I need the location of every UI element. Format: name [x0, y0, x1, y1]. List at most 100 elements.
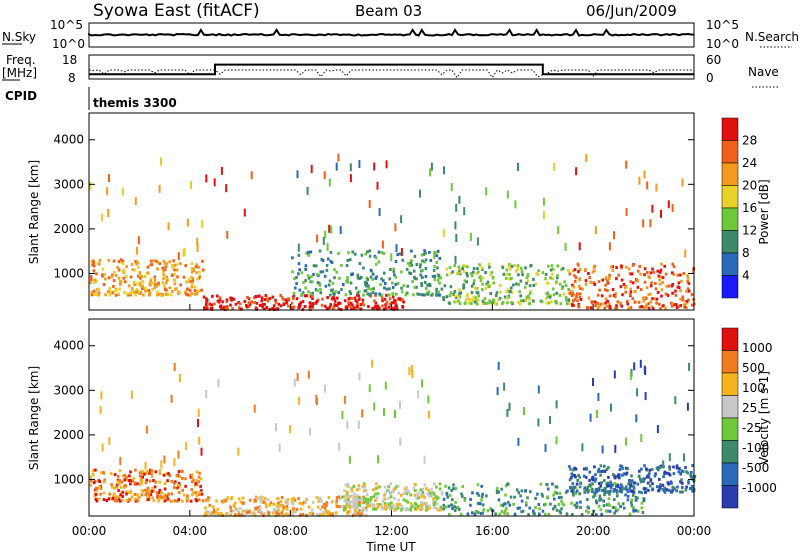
heatmap-cell	[391, 295, 395, 299]
heatmap-cell	[351, 505, 355, 508]
heatmap-cell	[577, 270, 580, 274]
heatmap-cell	[136, 260, 139, 264]
colorbar-tick-label: 1000	[742, 341, 773, 355]
heatmap-cell	[248, 302, 252, 306]
y-tick-label: 3000	[53, 177, 84, 191]
heatmap-cell	[650, 467, 654, 471]
heatmap-cell	[212, 505, 215, 509]
heatmap-cell	[378, 208, 381, 217]
heatmap-cell	[400, 493, 403, 497]
heatmap-cell	[552, 493, 555, 497]
heatmap-cell	[106, 187, 109, 196]
heatmap-cell	[140, 478, 143, 482]
heatmap-cell	[358, 262, 362, 265]
heatmap-cell	[525, 296, 529, 299]
heatmap-cell	[362, 495, 365, 499]
heatmap-cell	[182, 248, 185, 257]
heatmap-cell	[594, 226, 597, 235]
heatmap-cell	[253, 404, 256, 413]
heatmap-cell	[300, 271, 304, 275]
heatmap-cell	[546, 295, 549, 299]
heatmap-cell	[636, 509, 640, 513]
heatmap-cell	[355, 488, 359, 492]
heatmap-cell	[321, 297, 324, 301]
heatmap-cell	[197, 475, 201, 479]
heatmap-cell	[332, 305, 336, 309]
heatmap-cell	[240, 513, 243, 517]
heatmap-cell	[381, 240, 384, 249]
heatmap-cell	[437, 293, 441, 297]
heatmap-cell	[295, 275, 298, 279]
heatmap-cell	[110, 483, 113, 487]
heatmap-cell	[374, 256, 378, 260]
heatmap-cell	[528, 291, 532, 295]
heatmap-cell	[371, 507, 375, 511]
heatmap-cell	[681, 178, 684, 187]
heatmap-cell	[195, 292, 199, 296]
heatmap-cell	[195, 263, 198, 267]
colorbar-tick-label: 25	[742, 401, 757, 415]
heatmap-cell	[600, 294, 604, 298]
heatmap-cell	[657, 274, 661, 278]
heatmap-cell	[626, 490, 630, 493]
heatmap-cell	[639, 272, 642, 276]
heatmap-cell	[261, 303, 265, 306]
heatmap-cell	[184, 290, 188, 294]
heatmap-cell	[410, 364, 413, 373]
heatmap-cell	[559, 511, 562, 515]
heatmap-cell	[301, 513, 304, 517]
heatmap-cell	[161, 293, 165, 297]
cpid-label: CPID	[5, 89, 37, 103]
heatmap-cell	[488, 284, 492, 287]
heatmap-cell	[350, 273, 353, 277]
heatmap-cell	[197, 265, 201, 269]
heatmap-cell	[676, 485, 679, 489]
heatmap-cell	[405, 267, 409, 271]
heatmap-cell	[449, 291, 453, 295]
heatmap-cell	[135, 282, 138, 286]
heatmap-cell	[112, 486, 116, 490]
heatmap-cell	[176, 275, 179, 279]
heatmap-cell	[198, 289, 201, 293]
heatmap-cell	[472, 267, 476, 270]
noise-left-tick-low: 10^0	[52, 37, 85, 51]
heatmap-cell	[656, 290, 660, 294]
heatmap-cell	[576, 479, 579, 482]
heatmap-cell	[544, 277, 547, 281]
heatmap-cell	[350, 488, 354, 492]
heatmap-cell	[284, 499, 288, 503]
heatmap-cell	[352, 498, 355, 501]
heatmap-cell	[191, 276, 195, 280]
heatmap-cell	[373, 299, 376, 303]
heatmap-cell	[596, 487, 599, 491]
heatmap-cell	[663, 472, 666, 476]
heatmap-cell	[220, 307, 223, 311]
heatmap-cell	[355, 504, 358, 508]
heatmap-cell	[163, 268, 167, 272]
heatmap-cell	[218, 300, 221, 304]
heatmap-cell	[642, 497, 646, 501]
heatmap-cell	[598, 482, 601, 485]
heatmap-cell	[93, 281, 96, 284]
heatmap-cell	[440, 287, 444, 291]
heatmap-cell	[555, 400, 558, 409]
heatmap-cell	[329, 259, 333, 263]
heatmap-cell	[119, 493, 122, 497]
heatmap-cell	[349, 301, 353, 305]
heatmap-cell	[416, 493, 419, 497]
heatmap-cell	[685, 300, 688, 303]
heatmap-cell	[291, 306, 294, 310]
heatmap-cell	[165, 279, 169, 283]
heatmap-cell	[553, 162, 556, 171]
heatmap-cell	[545, 301, 549, 305]
heatmap-cell	[189, 275, 193, 279]
noise-left-tick-high: 10^5	[50, 18, 83, 32]
heatmap-cell	[376, 485, 380, 489]
heatmap-cell	[409, 502, 413, 506]
heatmap-cell	[678, 467, 681, 471]
heatmap-cell	[592, 509, 596, 513]
heatmap-cell	[393, 299, 397, 303]
heatmap-cell	[357, 484, 361, 488]
heatmap-cell	[520, 266, 523, 270]
heatmap-cell	[158, 262, 162, 266]
